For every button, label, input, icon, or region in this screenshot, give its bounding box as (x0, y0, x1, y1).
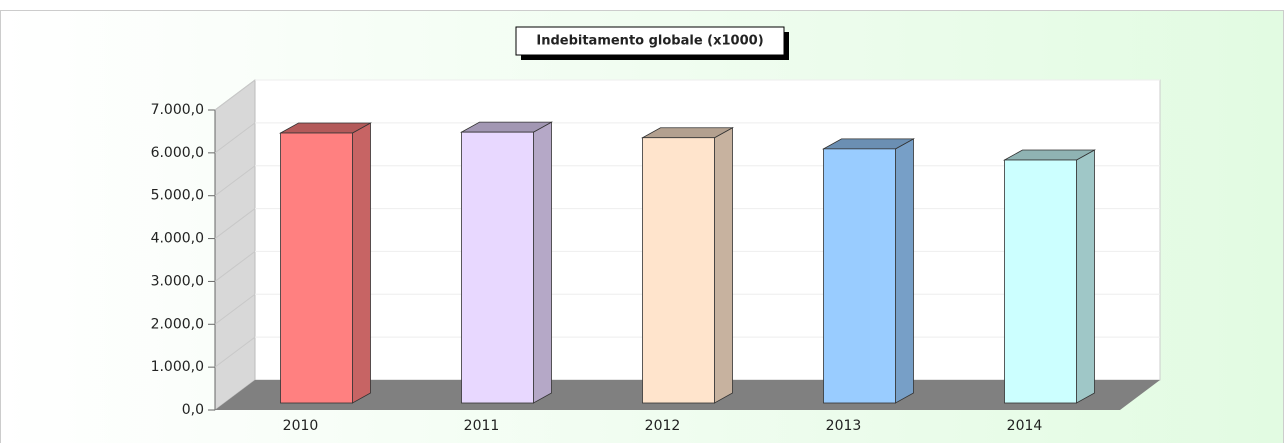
bar (823, 148, 896, 404)
x-tick-label: 2011 (464, 418, 500, 434)
y-tick-label: 0,0 (182, 402, 204, 418)
x-tick-label: 2010 (283, 418, 319, 434)
y-tick-label: 5.000,0 (151, 188, 204, 204)
x-tick-label: 2012 (645, 418, 681, 434)
grid-line (214, 122, 256, 154)
x-tick-label: 2013 (826, 418, 862, 434)
bar-side (714, 127, 733, 404)
grid-line (214, 79, 256, 111)
chart-title: Indebitamento globale (x1000) (536, 34, 763, 49)
y-tick-label: 2.000,0 (151, 316, 204, 332)
bar (461, 131, 534, 404)
bar-side (895, 138, 914, 404)
bar (280, 132, 353, 404)
x-tick-label: 2014 (1007, 418, 1043, 434)
y-tick-label: 6.000,0 (151, 145, 204, 161)
bar-side (1076, 149, 1095, 404)
y-tick-label: 1.000,0 (151, 359, 204, 375)
bar (642, 137, 715, 404)
side-wall (214, 79, 256, 411)
y-tick-label: 7.000,0 (151, 102, 204, 118)
grid-line (214, 293, 256, 325)
grid-line (214, 208, 256, 239)
title-box (515, 26, 785, 56)
grid-line (214, 251, 256, 282)
bar-side (533, 121, 552, 404)
grid-line (214, 336, 256, 368)
grid-line (214, 165, 256, 197)
bar (1004, 159, 1077, 404)
y-tick-label: 3.000,0 (151, 273, 204, 289)
y-tick-label: 4.000,0 (151, 231, 204, 247)
bar-side (352, 122, 371, 404)
